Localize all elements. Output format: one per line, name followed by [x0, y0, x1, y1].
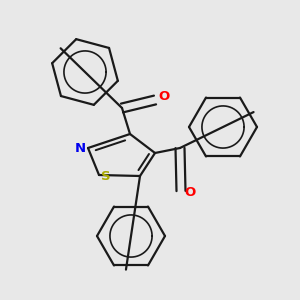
Text: O: O	[158, 91, 169, 103]
Text: S: S	[101, 169, 111, 182]
Text: N: N	[74, 142, 86, 155]
Text: O: O	[184, 187, 196, 200]
